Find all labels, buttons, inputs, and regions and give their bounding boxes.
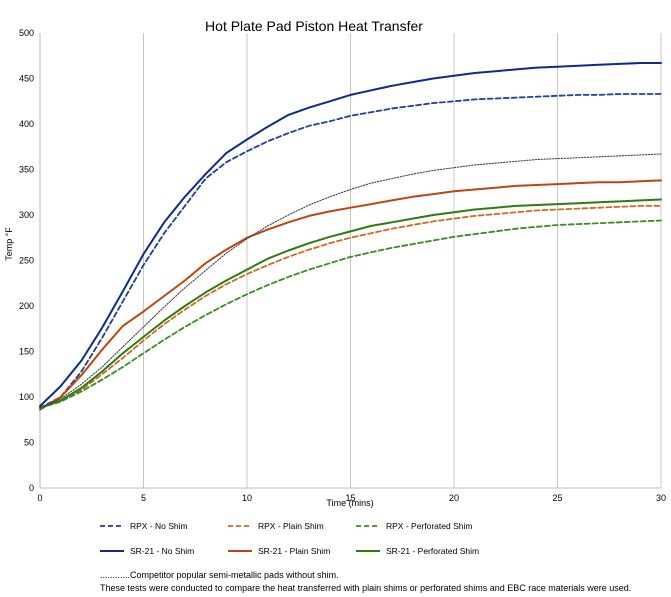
legend-label-2: RPX - Perforated Shim (386, 521, 472, 531)
x-tick-label: 20 (449, 493, 459, 503)
grid (39, 33, 662, 488)
y-tick-label: 300 (19, 210, 34, 220)
competitor-note: ............Competitor popular semi-meta… (100, 570, 339, 580)
x-tick-label: 5 (141, 493, 146, 503)
legend: RPX - No Shim RPX - Plain Shim RPX - Perfo… (100, 521, 479, 556)
y-tick-label: 350 (19, 165, 34, 175)
legend-label-3: SR-21 - No Shim (130, 546, 194, 556)
y-tick-label: 400 (19, 119, 34, 129)
y-axis-title: Temp °F (4, 227, 14, 261)
y-tick-label: 50 (24, 438, 34, 448)
y-tick-label: 0 (29, 483, 34, 493)
x-tick-label: 10 (242, 493, 252, 503)
legend-label-5: SR-21 - Perforated Shim (386, 546, 479, 556)
series-lines (39, 62, 662, 411)
x-tick-label: 15 (345, 493, 355, 503)
series-line-0 (39, 93, 662, 409)
y-tick-label: 200 (19, 301, 34, 311)
tick-labels: 0 5 10 15 20 25 300501001502002503003504004505… (19, 28, 666, 503)
series-line-4 (39, 179, 662, 411)
y-tick-label: 500 (19, 28, 34, 38)
legend-label-0: RPX - No Shim (130, 521, 188, 531)
tests-note: These tests were conducted to compare th… (100, 583, 632, 593)
axes (39, 33, 661, 489)
x-tick-label: 0 (37, 493, 42, 503)
series-line-5 (39, 198, 662, 409)
series-line-2 (39, 219, 662, 409)
legend-label-1: RPX - Plain Shim (258, 521, 324, 531)
series-line-3 (39, 62, 662, 408)
legend-label-4: SR-21 - Plain Shim (258, 546, 330, 556)
x-tick-label: 30 (656, 493, 666, 503)
x-axis-title: Time (mins) (326, 498, 373, 508)
y-tick-label: 250 (19, 256, 34, 266)
series-line-6 (39, 153, 662, 409)
x-tick-label: 25 (552, 493, 562, 503)
y-tick-label: 100 (19, 392, 34, 402)
chart-title: Hot Plate Pad Piston Heat Transfer (205, 18, 423, 34)
series-line-1 (39, 204, 662, 409)
y-tick-label: 150 (19, 347, 34, 357)
y-tick-label: 450 (19, 74, 34, 84)
